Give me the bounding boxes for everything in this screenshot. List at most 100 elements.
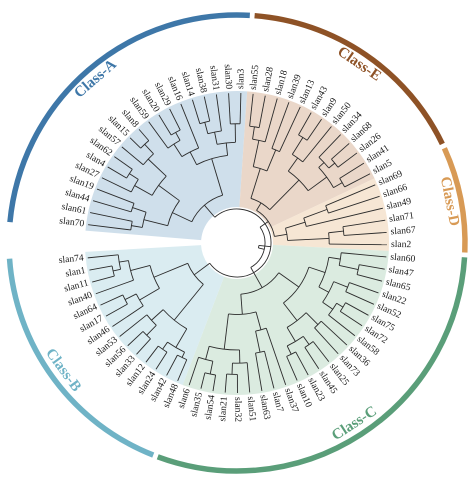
branch-line (325, 184, 376, 207)
branch-line (345, 302, 369, 316)
branch-line (151, 309, 164, 321)
branch-line (144, 144, 154, 155)
branch-line (308, 266, 326, 273)
tree-branches (87, 93, 387, 394)
branch-line (250, 168, 261, 199)
branch-line (107, 166, 127, 179)
branch-line (341, 252, 387, 258)
branch-line (124, 293, 137, 300)
branch-line (127, 331, 144, 347)
branch-line (223, 313, 229, 350)
branch-line (314, 327, 339, 355)
branch-line (214, 132, 218, 145)
branch-line (189, 151, 198, 165)
leaf-label: slan71 (388, 210, 415, 225)
class-sector-e (239, 91, 375, 228)
branch-arc (196, 154, 228, 166)
branch-arc (177, 354, 187, 361)
class-arc-b (6, 258, 155, 458)
branch-arc (135, 293, 144, 307)
branch-arc (286, 312, 307, 328)
class-sector-c (182, 244, 389, 396)
branch-line (295, 351, 309, 376)
branch-arc (142, 153, 154, 166)
branch-line (211, 158, 224, 196)
branch-line (286, 327, 296, 342)
branch-line (155, 351, 168, 370)
branch-line (305, 312, 319, 325)
branch-line (101, 177, 132, 193)
branch-arc (126, 169, 133, 179)
branch-line (132, 207, 147, 213)
leaf-label: slan74 (58, 252, 84, 265)
branch-line (130, 265, 151, 271)
branch-line (225, 142, 229, 156)
branch-arc (328, 303, 338, 316)
branch-line (265, 327, 287, 386)
branch-arc (122, 294, 128, 305)
branch-line (193, 262, 210, 276)
branch-line (287, 237, 330, 241)
branch-line (283, 302, 298, 321)
branch-line (200, 372, 206, 389)
branch-line (166, 354, 178, 376)
branch-line (212, 374, 217, 392)
branch-line (264, 98, 278, 142)
branch-line (100, 294, 124, 306)
branch-line (87, 254, 119, 259)
class-arc-d (441, 147, 468, 253)
branch-line (328, 256, 341, 260)
branch-line (258, 247, 265, 250)
branch-line (162, 341, 168, 350)
leaf-label: slan47 (388, 264, 415, 279)
branch-line (287, 157, 299, 172)
branch-line (322, 301, 334, 310)
branch-line (250, 267, 263, 288)
branch-line (95, 279, 134, 295)
branch-line (286, 356, 298, 381)
tree-center (219, 225, 255, 261)
branch-line (258, 95, 266, 128)
branch-line (306, 207, 384, 227)
branch-line (329, 243, 387, 246)
branch-arc (283, 266, 310, 304)
branch-line (286, 345, 292, 355)
branch-line (246, 362, 251, 393)
branch-line (279, 106, 301, 152)
branch-line (339, 162, 365, 179)
branch-line (298, 112, 312, 136)
branch-line (113, 268, 121, 272)
branch-line (274, 233, 288, 237)
branch-line (114, 156, 133, 170)
branch-line (169, 108, 181, 131)
branch-line (139, 287, 160, 301)
branch-line (304, 347, 320, 370)
branch-line (345, 291, 375, 305)
branch-line (90, 212, 133, 222)
branch-line (328, 314, 356, 337)
branch-line (92, 275, 115, 283)
leaf-label: slan1 (65, 265, 87, 280)
branch-line (204, 122, 209, 134)
branch-arc (288, 170, 309, 191)
branch-line (224, 374, 228, 393)
branch-line (359, 264, 385, 270)
branch-line (258, 244, 271, 248)
branch-arc (170, 129, 181, 136)
branch-line (340, 311, 363, 327)
branch-line (252, 126, 255, 140)
leaf-label: slan70 (59, 215, 85, 229)
branch-line (306, 118, 322, 141)
branch-line (318, 162, 325, 168)
branch-line (177, 359, 188, 381)
branch-line (88, 224, 131, 231)
branch-line (173, 143, 183, 157)
branch-line (148, 121, 169, 149)
branch-arc (318, 167, 334, 188)
class-sector-b (85, 245, 225, 385)
branch-line (228, 93, 231, 124)
branch-arc (342, 226, 345, 236)
branch-line (271, 102, 290, 149)
branch-line (175, 328, 188, 348)
